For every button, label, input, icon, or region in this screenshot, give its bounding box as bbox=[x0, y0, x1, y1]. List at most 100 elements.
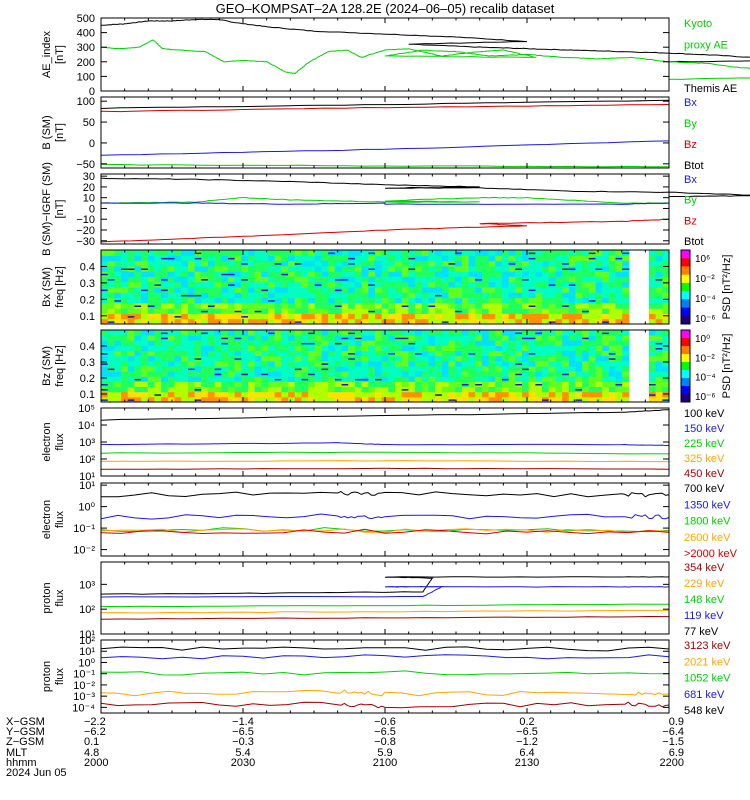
psd-cell bbox=[495, 396, 503, 403]
psd-cell bbox=[435, 350, 443, 357]
psd-cell bbox=[655, 386, 663, 393]
psd-streak bbox=[101, 289, 109, 292]
psd-streak bbox=[194, 358, 202, 360]
psd-cell bbox=[649, 255, 657, 262]
psd-cell bbox=[475, 335, 483, 341]
psd-cell bbox=[535, 335, 543, 341]
psd-cell bbox=[488, 276, 496, 283]
psd-cell bbox=[448, 366, 456, 372]
psd-cell bbox=[288, 271, 296, 277]
psd-cell bbox=[395, 386, 403, 393]
psd-cell bbox=[488, 396, 496, 403]
psd-cell bbox=[194, 340, 202, 346]
psd-cell bbox=[248, 281, 256, 288]
psd-cell bbox=[508, 350, 516, 357]
y-tick-label: 10¹ bbox=[79, 471, 95, 483]
psd-streak bbox=[515, 363, 523, 365]
psd-cell bbox=[207, 335, 216, 341]
psd-cell bbox=[649, 396, 657, 403]
psd-cell bbox=[101, 340, 109, 346]
psd-cell bbox=[361, 381, 369, 387]
psd-cell bbox=[528, 355, 536, 362]
psd-cell bbox=[528, 281, 536, 288]
psd-cell bbox=[375, 345, 383, 351]
psd-cell bbox=[602, 265, 610, 272]
psd-streak bbox=[588, 257, 596, 260]
psd-cell bbox=[127, 366, 135, 372]
psd-cell bbox=[341, 371, 349, 377]
psd-cell bbox=[308, 396, 316, 403]
y-tick-label: −20 bbox=[76, 225, 95, 237]
psd-cell bbox=[388, 297, 396, 304]
psd-cell bbox=[475, 313, 483, 320]
psd-cell bbox=[354, 381, 363, 387]
psd-cell bbox=[388, 276, 396, 283]
psd-cell bbox=[408, 287, 416, 293]
psd-cell bbox=[508, 345, 516, 351]
psd-streak bbox=[655, 279, 663, 281]
psd-cell bbox=[421, 308, 429, 314]
psd-cell bbox=[268, 276, 276, 283]
psd-cell bbox=[508, 255, 516, 262]
psd-cell bbox=[368, 330, 376, 336]
psd-cell bbox=[181, 391, 189, 398]
psd-cell bbox=[288, 255, 296, 262]
psd-cell bbox=[147, 340, 155, 346]
psd-cell bbox=[548, 287, 556, 293]
psd-cell bbox=[134, 396, 142, 403]
psd-cell bbox=[308, 276, 316, 283]
psd-cell bbox=[167, 302, 175, 309]
psd-cell bbox=[495, 360, 503, 367]
psd-cell bbox=[528, 313, 536, 320]
psd-cell bbox=[395, 391, 403, 398]
psd-cell bbox=[555, 250, 563, 256]
psd-cell bbox=[354, 350, 363, 357]
psd-cell bbox=[615, 297, 623, 304]
psd-cell bbox=[428, 308, 436, 314]
psd-cell bbox=[341, 318, 349, 325]
psd-cell bbox=[588, 318, 596, 325]
psd-cell bbox=[475, 360, 483, 367]
psd-cell bbox=[562, 287, 570, 293]
psd-cell bbox=[481, 335, 490, 341]
legend-entry: 2600 keV bbox=[684, 532, 731, 544]
psd-cell bbox=[147, 371, 155, 377]
psd-cell bbox=[548, 330, 556, 336]
psd-cell bbox=[588, 381, 596, 387]
psd-cell bbox=[375, 255, 383, 262]
psd-cell bbox=[468, 376, 476, 382]
y-tick-label: −50 bbox=[76, 159, 95, 171]
psd-cell bbox=[121, 355, 129, 362]
psd-cell bbox=[261, 340, 269, 346]
psd-cell bbox=[107, 335, 115, 341]
psd-cell bbox=[555, 371, 563, 377]
psd-cell bbox=[495, 371, 503, 377]
psd-cell bbox=[582, 255, 590, 262]
psd-cell bbox=[488, 318, 496, 325]
psd-cell bbox=[161, 345, 169, 351]
psd-cell bbox=[488, 355, 496, 362]
y-tick-label: 0.3 bbox=[80, 278, 95, 290]
legend-entry: 354 keV bbox=[684, 562, 725, 574]
psd-cell bbox=[321, 265, 329, 272]
psd-streak bbox=[575, 399, 583, 401]
psd-cell bbox=[368, 255, 376, 262]
psd-cell bbox=[234, 313, 242, 320]
colorbar-label: PSD [nT²/Hz] bbox=[721, 255, 733, 320]
psd-cell bbox=[381, 271, 389, 277]
psd-cell bbox=[207, 297, 216, 304]
psd-cell bbox=[548, 297, 556, 304]
psd-cell bbox=[308, 308, 316, 314]
psd-cell bbox=[381, 292, 389, 299]
psd-cell bbox=[375, 292, 383, 299]
colorbar-segment bbox=[681, 370, 690, 379]
colorbar-segment bbox=[681, 330, 690, 339]
x-row-label: Z−GSM bbox=[6, 736, 44, 748]
psd-cell bbox=[321, 297, 329, 304]
psd-cell bbox=[381, 360, 389, 367]
psd-cell bbox=[588, 386, 596, 393]
psd-cell bbox=[655, 260, 663, 267]
psd-cell bbox=[134, 260, 142, 267]
y-tick-label: 10⁻² bbox=[73, 545, 95, 557]
panel-frame bbox=[100, 561, 670, 635]
